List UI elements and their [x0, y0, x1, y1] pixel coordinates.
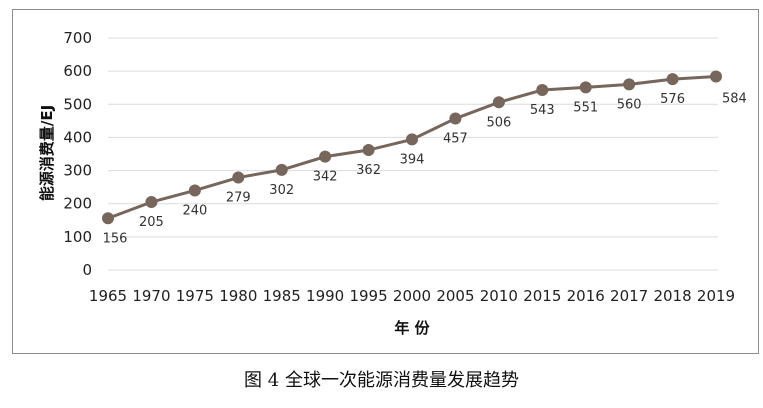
data-point	[666, 73, 679, 86]
x-axis-title: 年 份	[394, 319, 430, 337]
y-tick-label: 300	[63, 162, 92, 180]
data-label: 302	[269, 183, 294, 198]
data-point	[145, 196, 158, 209]
gridlines	[108, 37, 718, 271]
data-label: 156	[103, 231, 128, 246]
data-point	[623, 78, 636, 91]
x-tick-label: 2015	[523, 287, 561, 305]
x-tick-labels: 1965 1970 1975 1980 1985 1990 1995 2000 2005 2010…	[89, 287, 735, 305]
data-point	[362, 144, 375, 157]
data-label: 240	[182, 203, 207, 218]
series-markers	[102, 70, 722, 225]
data-label: 584	[722, 91, 747, 106]
data-label: 205	[139, 215, 164, 230]
data-point	[275, 163, 288, 176]
y-tick-label: 500	[63, 95, 92, 113]
data-point	[492, 96, 505, 109]
data-label: 560	[617, 97, 642, 112]
data-label: 279	[226, 191, 251, 206]
y-tick-label: 0	[82, 261, 92, 279]
x-tick-label: 1995	[349, 287, 387, 305]
data-label: 576	[660, 92, 685, 107]
x-tick-label: 2016	[567, 287, 605, 305]
y-axis-title: 能源消费量/EJ	[38, 105, 56, 201]
y-tick-labels: 0 100 200 300 400 500 600 700	[63, 29, 92, 279]
y-tick-label: 600	[63, 62, 92, 80]
chart-frame	[12, 9, 759, 354]
data-point	[232, 171, 245, 184]
data-label: 506	[486, 115, 511, 130]
data-point	[449, 112, 462, 125]
data-point	[102, 212, 114, 225]
data-point	[579, 81, 592, 94]
data-label: 551	[573, 100, 598, 115]
x-tick-label: 1965	[89, 287, 127, 305]
data-label: 543	[530, 103, 555, 118]
x-tick-label: 2019	[697, 287, 735, 305]
x-tick-label: 2000	[393, 287, 431, 305]
data-label: 394	[400, 152, 425, 167]
data-label: 457	[443, 132, 468, 147]
x-tick-label: 2005	[436, 287, 474, 305]
y-tick-label: 200	[63, 195, 92, 213]
x-tick-label: 2018	[653, 287, 691, 305]
data-point	[188, 184, 201, 197]
x-tick-label: 1980	[219, 287, 257, 305]
x-tick-label: 2010	[480, 287, 518, 305]
data-point	[406, 133, 418, 146]
x-tick-label: 2017	[610, 287, 648, 305]
figure-caption: 图 4 全球一次能源消费量发展趋势	[244, 370, 519, 391]
y-tick-label: 100	[63, 228, 92, 246]
y-tick-label: 400	[63, 128, 92, 146]
data-label: 342	[313, 170, 338, 185]
data-point	[319, 150, 332, 163]
data-labels: 156 205 240 279 302 342 362 394 457 506 543 551 560 5…	[103, 91, 747, 246]
data-point	[536, 84, 549, 97]
data-point	[710, 70, 722, 83]
data-label: 362	[356, 163, 381, 178]
x-tick-label: 1990	[306, 287, 344, 305]
x-tick-label: 1975	[176, 287, 214, 305]
x-tick-label: 1970	[132, 287, 170, 305]
x-tick-label: 1985	[263, 287, 301, 305]
y-tick-label: 700	[63, 29, 92, 47]
